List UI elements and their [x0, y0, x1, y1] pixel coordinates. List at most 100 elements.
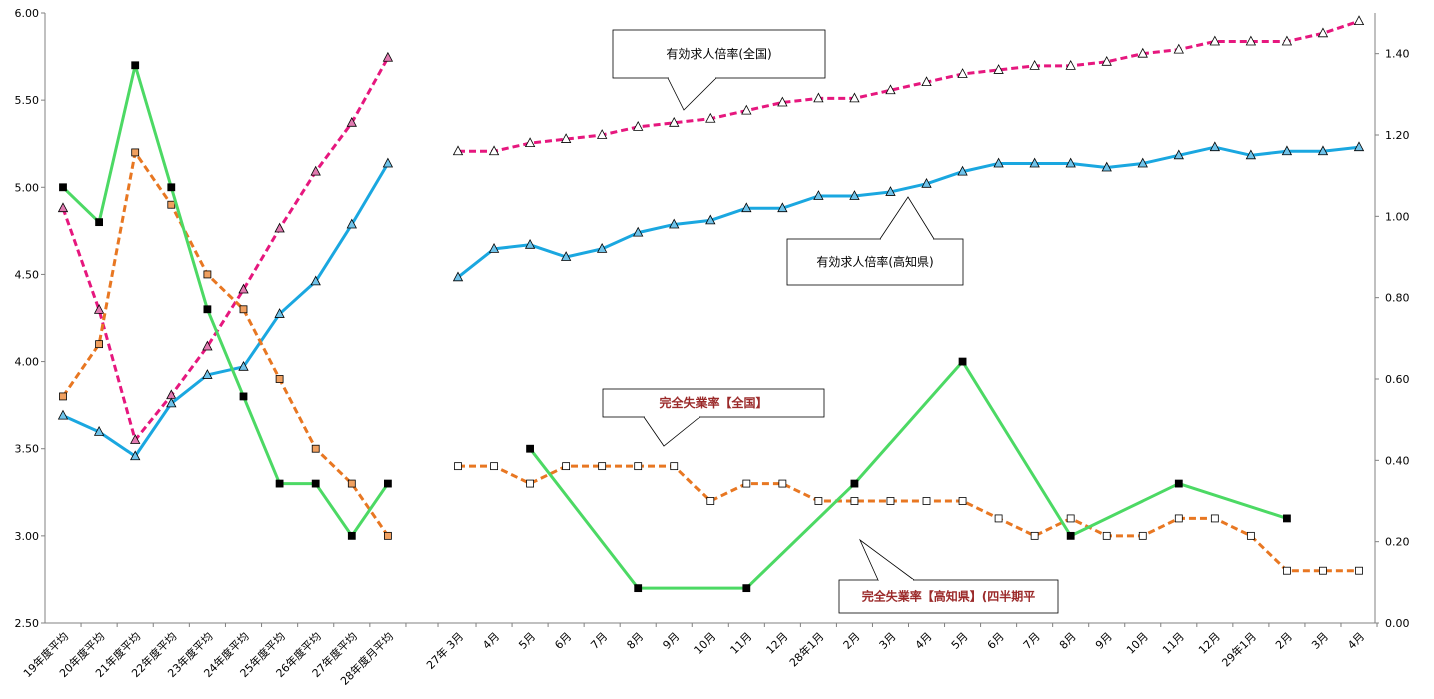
callout-label: 完全失業率【全国】: [659, 395, 767, 410]
x-tick-label: 6月: [552, 630, 574, 652]
series-4-point: [1174, 479, 1183, 488]
series-4-annual-point: [347, 531, 356, 540]
series-1-point: [1353, 15, 1365, 26]
right-tick-label: 1.40: [1385, 48, 1410, 61]
x-tick-label: 2月: [841, 630, 863, 652]
series-3-point: [490, 462, 498, 471]
series-1-annual-point: [202, 340, 213, 351]
series-4-point: [850, 479, 859, 488]
callout-box: [602, 388, 825, 418]
series-2-point: [452, 271, 464, 282]
series-2-point: [524, 238, 536, 249]
series-1-point: [1101, 55, 1112, 66]
series-2-point: [993, 157, 1004, 168]
series-4-annual-point: [275, 479, 284, 488]
series-3-point: [850, 497, 859, 505]
series-4-annual-point: [95, 218, 103, 227]
callout-pointer: [643, 416, 701, 447]
series-4-annual-point: [239, 392, 248, 401]
x-tick-label: 9月: [660, 630, 682, 652]
series-3-point: [994, 514, 1003, 523]
x-tick-label: 12月: [764, 630, 791, 657]
x-tick-label: 8月: [624, 630, 646, 652]
left-tick-label: 5.50: [15, 94, 40, 107]
right-tick-label: 0.00: [1385, 617, 1410, 630]
series-2-annual-point: [202, 369, 213, 379]
series-4-point: [634, 584, 643, 593]
series-2-point: [705, 214, 716, 225]
callout-box: [786, 238, 964, 286]
series-3-point: [634, 462, 643, 471]
series-4-annual-line: [61, 63, 390, 538]
callout-label: 有効求人倍率(高知県): [816, 254, 933, 269]
series-1-annual-point: [346, 116, 357, 127]
series-1-annual-point: [382, 51, 394, 62]
x-tick-label: 10月: [1124, 630, 1151, 657]
series-1-point: [705, 112, 716, 123]
series-3-point: [1355, 566, 1363, 575]
series-1-point: [560, 133, 572, 143]
x-tick-label: 10月: [692, 630, 719, 657]
series-1-point: [488, 145, 500, 156]
series-2-annual-point: [238, 360, 249, 371]
right-tick-label: 0.80: [1385, 292, 1410, 305]
series-1-annual-line: [61, 57, 390, 442]
right-tick-label: 0.60: [1385, 373, 1410, 386]
callouts-group: 有効求人倍率(全国) 有効求人倍率(高知県) 完全失業率【全国】完全失業率【高知県】…: [602, 29, 1059, 614]
right-tick-label: 1.00: [1385, 210, 1410, 223]
series-2-point: [1317, 145, 1329, 156]
series-1-point: [669, 116, 680, 127]
series-4-quarterly-line: [528, 360, 1288, 590]
series-1-annual-point: [238, 283, 249, 294]
x-tick-label: 28年1月: [786, 629, 826, 669]
series-3-point: [1030, 531, 1039, 540]
series-3-annual-point: [239, 305, 248, 314]
series-1-annual-point: [166, 389, 177, 400]
left-tick-label: 3.50: [15, 443, 40, 456]
x-tick-label: 5月: [949, 630, 971, 652]
series-2-point: [1353, 141, 1365, 152]
series-2-point: [957, 165, 968, 176]
left-tick-label: 4.50: [15, 268, 40, 281]
series-group: [57, 15, 1365, 593]
series-4-annual-point: [131, 61, 140, 70]
left-tick-label: 3.00: [15, 530, 40, 543]
series-2-point: [1137, 157, 1148, 168]
callout-box: [612, 29, 826, 79]
series-2-annual-point: [93, 426, 105, 436]
callout-box: [838, 579, 1059, 614]
series-1-point: [849, 92, 860, 103]
series-3-annual-point: [95, 340, 103, 349]
x-tick-label: 4月: [1345, 630, 1367, 652]
callout-pointer: [879, 196, 935, 240]
series-4-annual-point: [167, 183, 176, 192]
series-3-annual-point: [203, 270, 212, 279]
series-2-point: [1281, 145, 1293, 156]
x-tick-label: 11月: [1160, 630, 1187, 657]
x-tick-label: 2月: [1273, 630, 1295, 652]
x-tick-label: 12月: [1196, 630, 1223, 657]
series-3-annual-point: [383, 531, 392, 540]
series-1-point: [741, 104, 752, 115]
series-1-point: [452, 145, 464, 156]
series-3-monthly-line: [458, 464, 1359, 573]
x-tick-label: 7月: [1021, 630, 1043, 652]
series-1-point: [1281, 35, 1293, 46]
series-2-point: [813, 190, 824, 200]
series-3-point: [958, 497, 967, 505]
series-1-annual-point: [57, 202, 69, 213]
series-2-point: [777, 202, 788, 213]
series-3-annual-point: [131, 148, 140, 157]
x-tick-label: 4月: [480, 630, 502, 652]
callout-pointer: [667, 77, 717, 111]
series-1-annual-point: [93, 304, 105, 314]
series-3-annual-point: [347, 479, 356, 488]
series-3-annual-point: [59, 392, 67, 401]
series-2-point: [1173, 149, 1184, 160]
left-tick-label: 6.00: [15, 7, 40, 20]
series-2-point: [885, 186, 896, 196]
series-3-annual-point: [275, 375, 284, 383]
x-tick-label: 6月: [985, 630, 1007, 652]
series-3-annual-point: [311, 444, 320, 453]
